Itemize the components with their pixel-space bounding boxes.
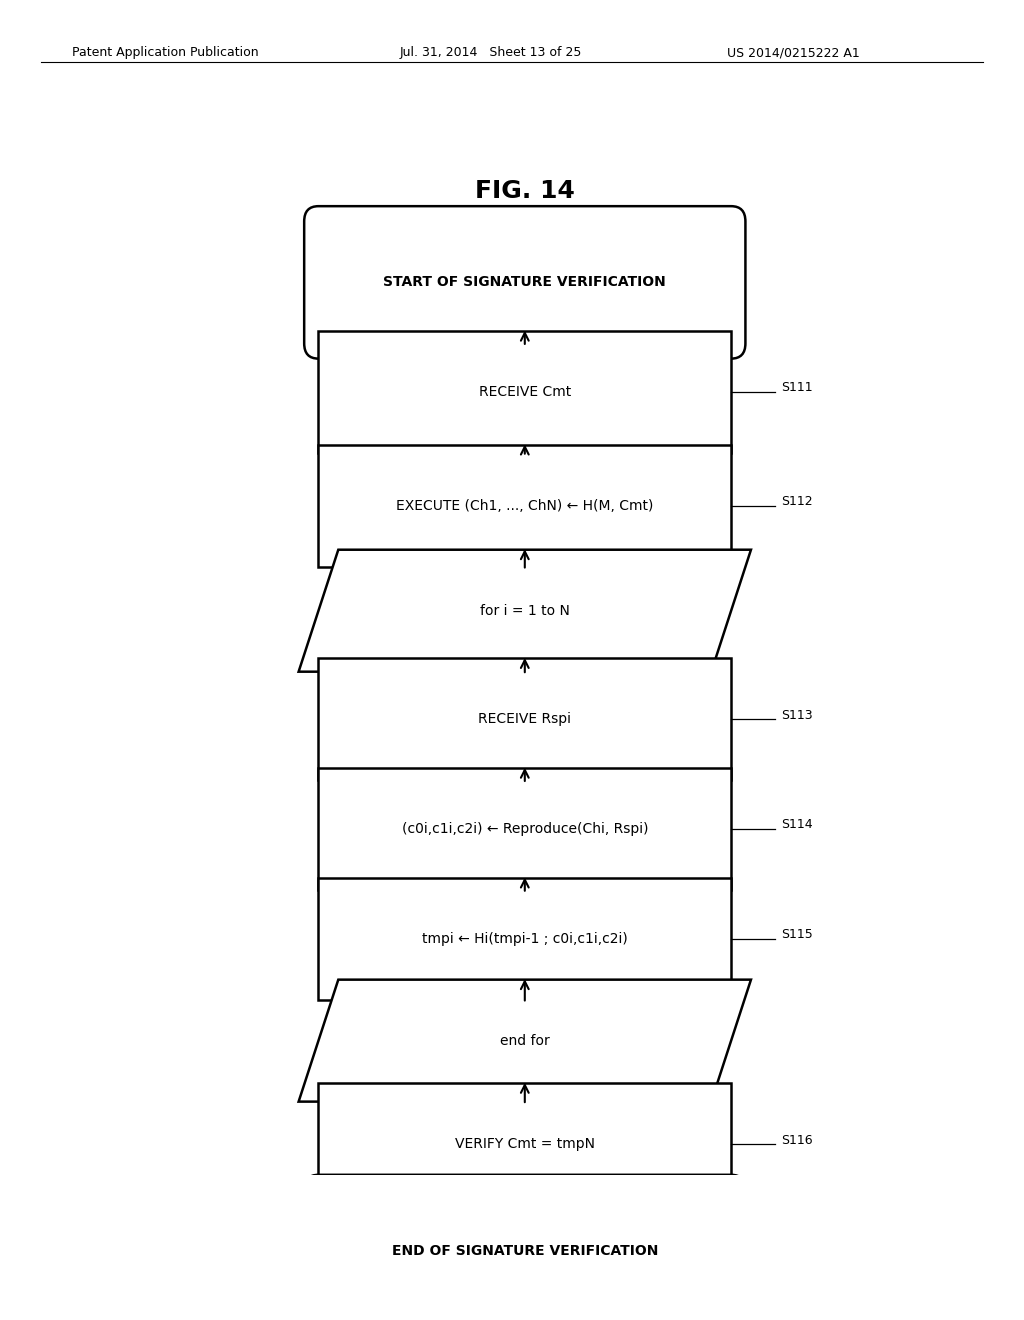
Polygon shape (299, 979, 751, 1102)
Text: S113: S113 (781, 709, 813, 722)
Bar (318, 1084, 731, 1205)
Text: VERIFY Cmt = tmpN: VERIFY Cmt = tmpN (455, 1138, 595, 1151)
Text: S112: S112 (781, 495, 813, 508)
Text: START OF SIGNATURE VERIFICATION: START OF SIGNATURE VERIFICATION (383, 276, 667, 289)
Text: Jul. 31, 2014   Sheet 13 of 25: Jul. 31, 2014 Sheet 13 of 25 (399, 46, 582, 59)
Text: RECEIVE Cmt: RECEIVE Cmt (478, 385, 571, 399)
Bar (318, 659, 731, 780)
Bar (318, 445, 731, 568)
Text: Patent Application Publication: Patent Application Publication (72, 46, 258, 59)
Text: RECEIVE Rspi: RECEIVE Rspi (478, 713, 571, 726)
FancyBboxPatch shape (304, 206, 745, 359)
FancyBboxPatch shape (304, 1175, 745, 1320)
Polygon shape (299, 549, 751, 672)
Text: tmpi ← Hi(tmpi-1 ; c0i,c1i,c2i): tmpi ← Hi(tmpi-1 ; c0i,c1i,c2i) (422, 932, 628, 946)
Text: US 2014/0215222 A1: US 2014/0215222 A1 (727, 46, 860, 59)
Text: S116: S116 (781, 1134, 813, 1147)
Text: (c0i,c1i,c2i) ← Reproduce(Chi, Rspi): (c0i,c1i,c2i) ← Reproduce(Chi, Rspi) (401, 822, 648, 837)
Text: END OF SIGNATURE VERIFICATION: END OF SIGNATURE VERIFICATION (391, 1243, 658, 1258)
Text: FIG. 14: FIG. 14 (475, 178, 574, 203)
Text: end for: end for (500, 1034, 550, 1048)
Text: S111: S111 (781, 381, 813, 395)
Text: S114: S114 (781, 818, 813, 832)
Text: S115: S115 (781, 928, 813, 941)
Bar (318, 878, 731, 1001)
Text: EXECUTE (Ch1, ..., ChN) ← H(M, Cmt): EXECUTE (Ch1, ..., ChN) ← H(M, Cmt) (396, 499, 653, 513)
Text: (DIGITAL SIGNATURE SCHEME BASED ON 3-PASS SCHEME): (DIGITAL SIGNATURE SCHEME BASED ON 3-PAS… (323, 239, 727, 252)
Bar (318, 768, 731, 890)
Text: MEMORY REDUCTION METHOD: MEMORY REDUCTION METHOD (418, 215, 632, 230)
Bar (318, 331, 731, 453)
Text: for i = 1 to N: for i = 1 to N (480, 603, 569, 618)
